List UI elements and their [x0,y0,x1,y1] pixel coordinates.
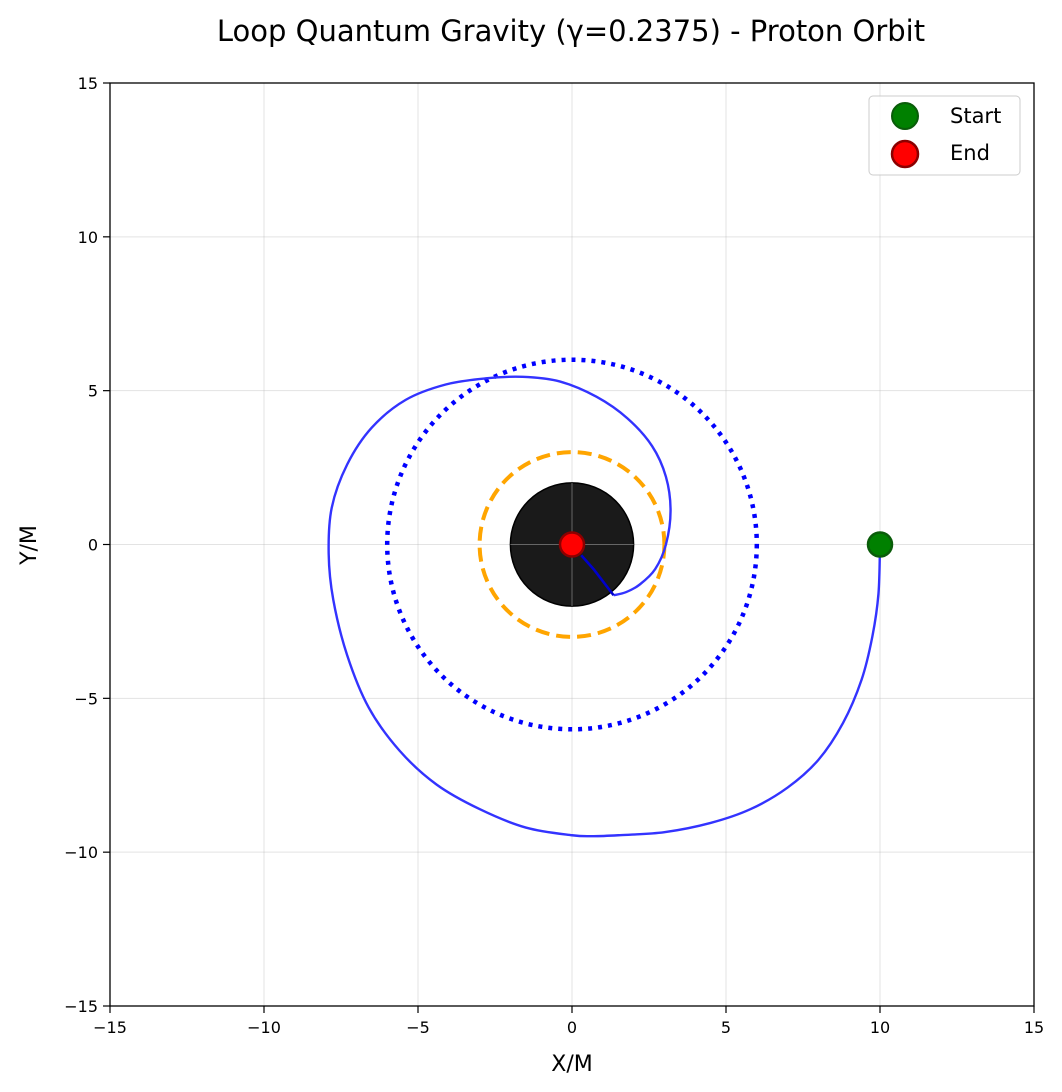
ticks: −15 −10 −5 0 5 10 15 −15 −10 −5 0 5 10 15 [64,74,1044,1037]
orbit-plunge-segment [580,554,615,597]
y-tick-label: 10 [78,228,98,247]
x-axis-title: X/M [551,1052,592,1077]
y-tick-label: 5 [88,382,98,401]
photon-sphere-circle [477,450,667,639]
y-tick-label: −10 [64,843,98,862]
y-tick-label: 0 [88,536,98,555]
x-tick-label: 5 [721,1018,731,1037]
plot-area [109,82,1035,1007]
orbit-layer [327,375,882,838]
x-tick-label: −10 [247,1018,281,1037]
legend-end-marker [890,139,920,169]
chart-title: Loop Quantum Gravity (γ=0.2375) - Proton… [217,14,925,48]
y-tick-label: −5 [74,689,98,708]
y-axis-title: Y/M [17,525,42,566]
legend-start-marker [891,102,919,130]
x-tick-label: −15 [93,1018,127,1037]
orbit-trajectory [327,375,882,838]
markers [558,531,894,558]
x-tick-label: 0 [567,1018,577,1037]
end-marker [558,531,586,558]
start-marker [866,531,894,558]
y-tick-label: 15 [78,74,98,93]
legend-start-label: Start [950,104,1001,128]
legend-end-label: End [950,141,990,165]
x-tick-label: 15 [1024,1018,1044,1037]
x-tick-label: 10 [870,1018,890,1037]
legend: Start End [868,95,1021,176]
x-tick-label: −5 [406,1018,430,1037]
y-tick-label: −15 [64,997,98,1016]
isco-circle [384,357,760,732]
